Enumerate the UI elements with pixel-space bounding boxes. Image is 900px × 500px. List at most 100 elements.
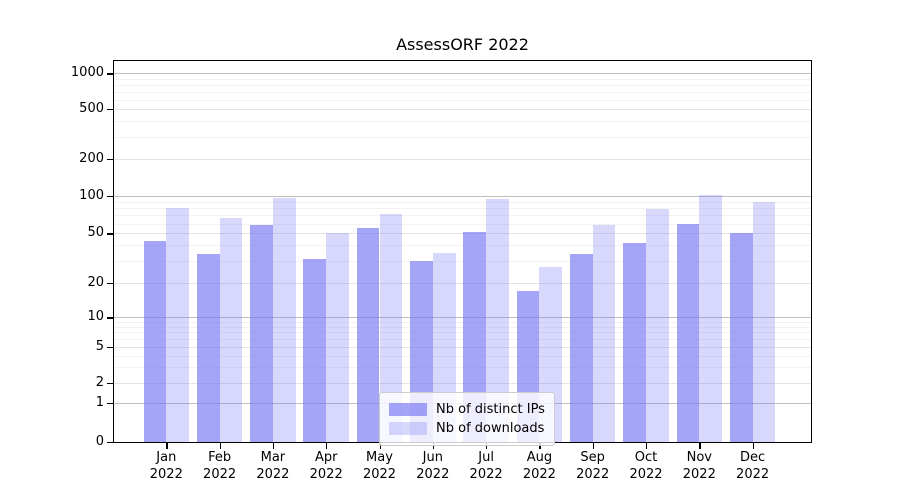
x-tick-label: Feb 2022 [203, 450, 237, 482]
y-tick-mark [107, 441, 114, 443]
bar-distinct-ips [729, 233, 753, 442]
bar-distinct-ips [250, 225, 273, 442]
minor-gridline [114, 99, 811, 101]
legend-swatch-distinct-ips [389, 403, 427, 416]
y-tick-label: 100 [79, 188, 104, 203]
minor-gridline [114, 321, 811, 323]
y-tick-mark [107, 233, 114, 235]
x-tick-label: Apr 2022 [309, 450, 343, 482]
y-tick-mark [107, 402, 114, 404]
x-tick-mark [592, 443, 594, 449]
x-tick-label: Nov 2022 [682, 450, 716, 482]
bar-downloads [752, 201, 776, 442]
minor-gridline [114, 355, 811, 357]
gridline [114, 196, 811, 197]
y-tick-mark [107, 382, 114, 384]
bar-distinct-ips [196, 254, 220, 442]
bar-downloads [486, 198, 509, 442]
bar-downloads [326, 233, 349, 442]
x-tick-label: Aug 2022 [522, 450, 556, 482]
y-tick-label: 5 [95, 338, 104, 354]
x-tick-mark [539, 443, 541, 449]
legend-item-downloads: Nb of downloads [389, 420, 545, 437]
minor-gridline [114, 84, 811, 86]
bar-downloads [592, 225, 616, 442]
minor-gridline [114, 215, 811, 217]
minor-gridline [114, 201, 811, 203]
gridline [114, 159, 811, 160]
bar-downloads [646, 209, 669, 442]
y-tick-label: 20 [87, 274, 104, 290]
bar-distinct-ips [463, 232, 487, 442]
legend-label-distinct-ips: Nb of distinct IPs [436, 402, 545, 417]
bar-downloads [166, 208, 190, 442]
bar-distinct-ips [676, 223, 700, 442]
gridline [114, 282, 811, 284]
minor-gridline [114, 121, 811, 123]
gridline [114, 346, 811, 348]
x-tick-label: Jul 2022 [469, 450, 503, 482]
legend-label-downloads: Nb of downloads [436, 421, 545, 436]
minor-gridline [114, 326, 811, 328]
gridline [114, 317, 811, 319]
x-tick-mark [646, 443, 648, 449]
y-tick-label: 500 [79, 101, 104, 116]
x-tick-mark [432, 443, 435, 449]
bar-downloads [272, 198, 296, 442]
bar-distinct-ips [356, 228, 380, 442]
y-tick-mark [107, 73, 114, 75]
x-tick-mark [699, 443, 701, 449]
y-tick-label: 0 [95, 433, 104, 449]
x-tick-mark [219, 443, 221, 449]
plot-area [113, 60, 812, 443]
gridline [114, 73, 811, 75]
y-tick-mark [107, 282, 114, 284]
x-tick-mark [166, 443, 168, 449]
minor-gridline [114, 260, 811, 262]
x-tick-mark [486, 443, 488, 449]
minor-gridline [114, 366, 811, 368]
x-tick-mark [379, 443, 381, 449]
x-tick-mark [752, 443, 754, 449]
y-tick-mark [107, 159, 114, 161]
x-tick-mark [272, 443, 275, 449]
bar-distinct-ips [569, 254, 593, 442]
x-tick-label: Mar 2022 [256, 450, 290, 482]
y-tick-mark [107, 109, 114, 111]
bar-downloads [699, 194, 723, 442]
y-tick-label: 1 [95, 394, 104, 410]
minor-gridline [114, 136, 811, 138]
legend-swatch-downloads [389, 422, 427, 435]
x-tick-mark [326, 443, 328, 449]
y-tick-label: 1000 [70, 65, 104, 81]
minor-gridline [114, 332, 811, 334]
bar-downloads [219, 218, 243, 442]
legend-item-distinct-ips: Nb of distinct IPs [389, 401, 545, 418]
x-tick-label: Dec 2022 [736, 450, 770, 482]
minor-gridline [114, 339, 811, 340]
minor-gridline [114, 91, 811, 93]
y-tick-mark [107, 196, 114, 198]
x-tick-label: Jun 2022 [416, 450, 450, 482]
x-tick-label: Oct 2022 [629, 450, 663, 482]
minor-gridline [114, 245, 811, 247]
y-tick-label: 50 [87, 225, 104, 241]
y-tick-label: 2 [95, 374, 104, 390]
minor-gridline [114, 78, 811, 80]
gridline [114, 233, 811, 235]
minor-gridline [114, 208, 811, 209]
bar-distinct-ips [143, 241, 167, 442]
chart-title: AssessORF 2022 [396, 35, 529, 54]
x-tick-label: Jan 2022 [149, 450, 183, 482]
y-tick-label: 200 [79, 151, 104, 166]
bar-distinct-ips [623, 242, 646, 442]
bar-downloads [379, 214, 403, 442]
bar-distinct-ips [303, 259, 327, 442]
y-tick-label: 10 [87, 309, 104, 325]
x-tick-label: May 2022 [362, 450, 397, 482]
y-tick-mark [107, 317, 114, 319]
gridline [114, 382, 811, 384]
legend: Nb of distinct IPs Nb of downloads [379, 392, 555, 446]
x-tick-label: Sep 2022 [576, 450, 610, 482]
